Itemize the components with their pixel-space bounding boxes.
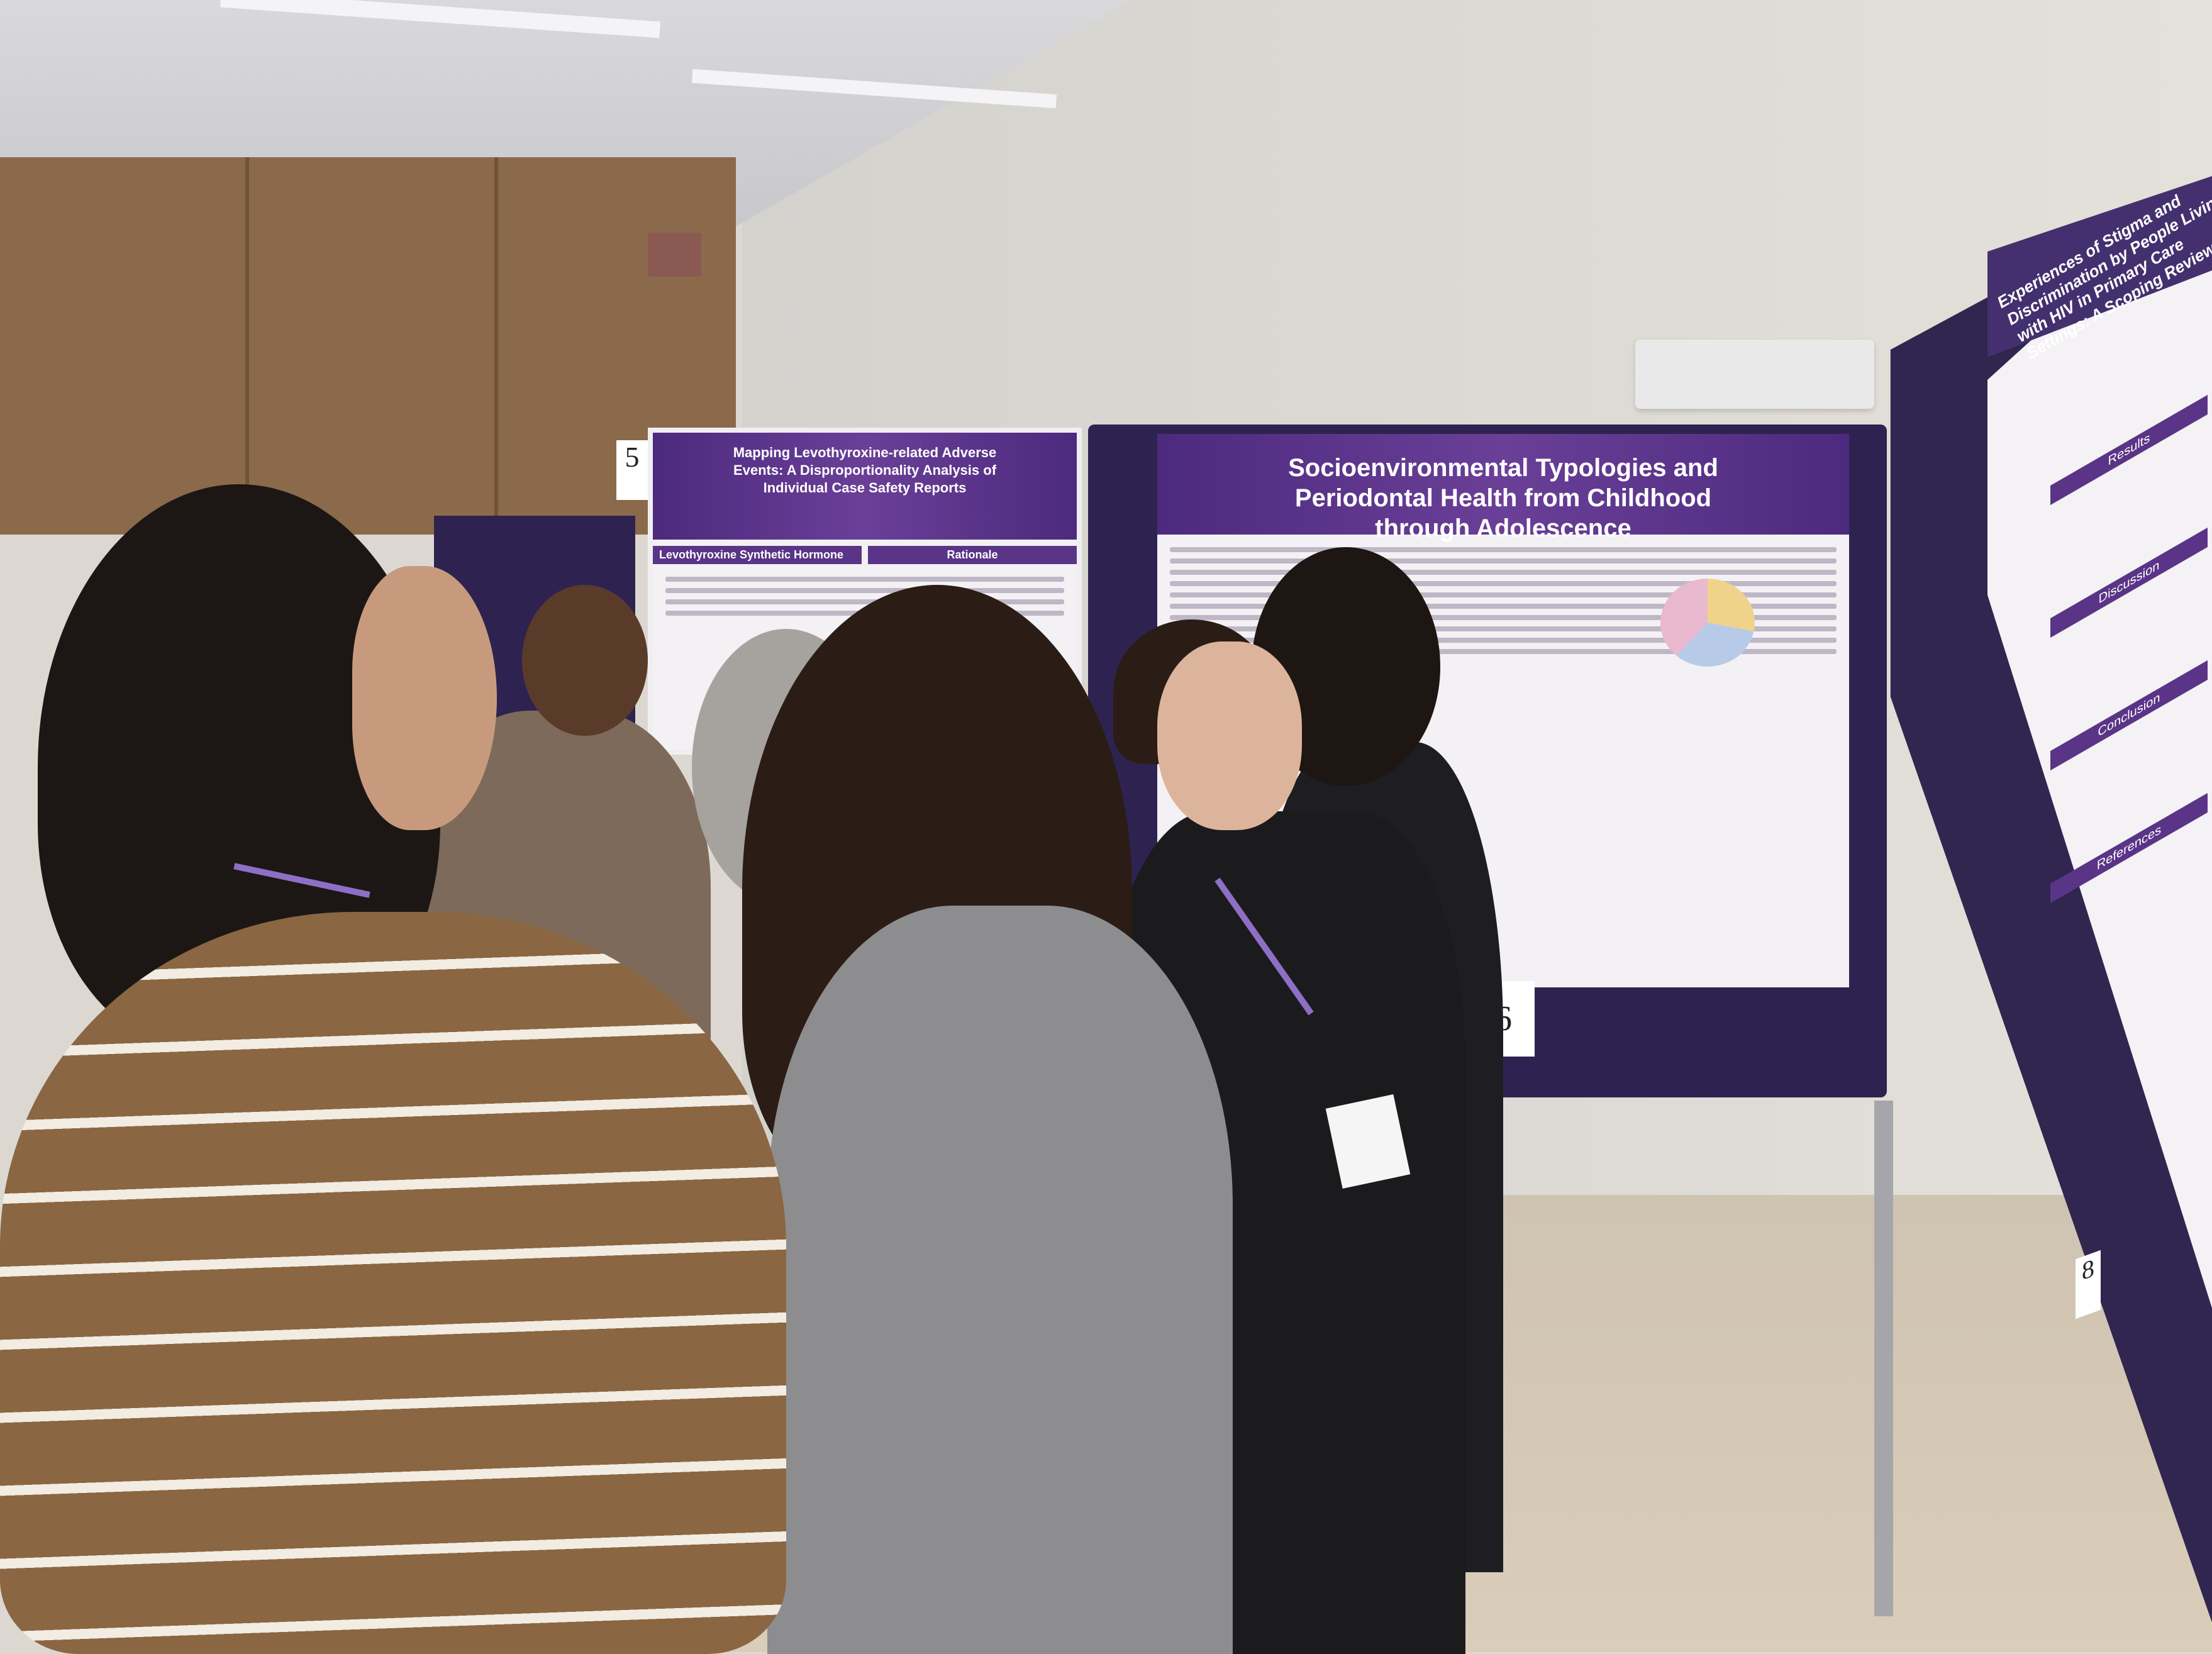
exit-sign [648, 233, 701, 277]
person-face-glasses [352, 566, 497, 830]
section-header: References [2050, 792, 2208, 904]
pie-chart-figure [1660, 579, 1755, 667]
person-grey-blazer [767, 906, 1233, 1654]
section-header: Discussion [2050, 527, 2208, 638]
poster-body [1157, 535, 1849, 667]
poster-title: Mapping Levothyroxine-related Adverse Ev… [653, 433, 1077, 540]
section-header: Levothyroxine Synthetic Hormone [653, 546, 862, 564]
board-stand-pole [1874, 1101, 1893, 1616]
section-header: Conclusion [2050, 660, 2208, 771]
projector [1635, 340, 1874, 409]
poster-number-5: 5 [616, 440, 648, 500]
poster-levothyroxine: Mapping Levothyroxine-related Adverse Ev… [648, 428, 1082, 755]
person-striped-sweater [0, 912, 786, 1654]
poster-title: Socioenvironmental Typologies and Period… [1157, 434, 1849, 542]
poster-sections: Results Discussion Conclusion References [2050, 394, 2208, 1016]
person-face [1157, 641, 1302, 830]
person-head [522, 585, 648, 736]
poster-number-8: 8 [2076, 1250, 2101, 1319]
wood-panel-wall [0, 157, 736, 535]
section-header: Rationale [868, 546, 1077, 564]
